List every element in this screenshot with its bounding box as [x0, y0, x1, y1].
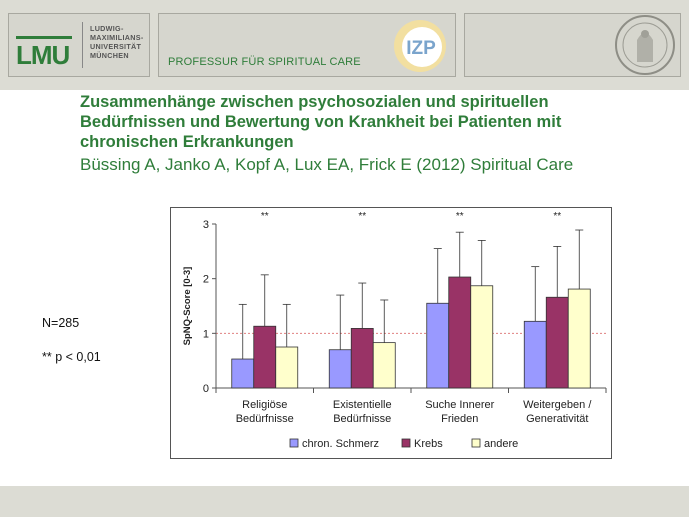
- bar-2-2: [470, 285, 494, 389]
- legend-swatch-1: [401, 438, 411, 448]
- y-tick-label: 2: [203, 274, 209, 286]
- bar-0-3: [523, 320, 547, 389]
- legend-swatch-0: [289, 438, 299, 448]
- izp-logo: IZP: [394, 20, 446, 72]
- y-tick-label: 0: [203, 383, 209, 395]
- bar-0-0: [231, 358, 255, 389]
- significance-note: ** p < 0,01: [42, 350, 101, 364]
- bar-1-2: [448, 276, 472, 389]
- bar-0-2: [426, 302, 450, 389]
- legend-label-1: Krebs: [414, 438, 443, 450]
- citation: Büssing A, Janko A, Kopf A, Lux EA, Fric…: [80, 155, 574, 174]
- y-tick-label: 1: [203, 328, 209, 340]
- logo-divider: [82, 22, 83, 68]
- seal-inner-ring: [622, 22, 668, 68]
- bar-1-0: [253, 325, 277, 389]
- category-label-line1: Suche Innerer: [425, 399, 494, 411]
- y-tick-label: 3: [203, 219, 209, 231]
- slide-title: Zusammenhänge zwischen psychosozialen un…: [80, 93, 562, 151]
- izp-logo-text: IZP: [406, 38, 436, 59]
- category-label-line2: Generativität: [526, 413, 588, 425]
- category-label-line2: Frieden: [441, 413, 478, 425]
- bar-2-1: [372, 342, 396, 389]
- university-seal: [615, 15, 675, 75]
- lmu-logo-bar: [16, 36, 72, 39]
- significance-marker: **: [553, 211, 561, 222]
- seal-figure-head: [641, 30, 649, 38]
- category-label-line1: Weitergeben /: [523, 399, 592, 411]
- lmu-logo-text: LMU: [16, 40, 70, 70]
- seal-figure: [637, 33, 653, 62]
- footer-band: [0, 486, 689, 517]
- lmu-logo: [8, 13, 150, 77]
- bar-2-3: [567, 288, 591, 389]
- bar-0-1: [328, 349, 352, 389]
- category-label-line1: Existentielle: [333, 399, 392, 411]
- legend-label-0: chron. Schmerz: [302, 438, 379, 450]
- bar-1-1: [350, 328, 374, 389]
- university-name: LUDWIG- MAXIMILIANS- UNIVERSITÄT MÜNCHEN: [90, 24, 144, 60]
- seal-outer-ring: [615, 15, 675, 75]
- category-label-line2: Bedürfnisse: [236, 413, 294, 425]
- izp-logo-center: [402, 27, 442, 67]
- bar-chart: 0 1 2 3 SpNQ-Score [0-3] ** Religiöse Bedürfnis…: [182, 211, 607, 450]
- significance-marker: **: [456, 211, 464, 222]
- category-label-line1: Religiöse: [242, 399, 287, 411]
- y-axis-label: SpNQ-Score [0-3]: [182, 267, 193, 346]
- category-label-line2: Bedürfnisse: [333, 413, 391, 425]
- bar-1-3: [545, 296, 569, 389]
- sample-size: N=285: [42, 316, 80, 330]
- significance-marker: **: [358, 211, 366, 222]
- legend-label-2: andere: [484, 438, 518, 450]
- bar-2-0: [275, 346, 299, 389]
- department-label: PROFESSUR FÜR SPIRITUAL CARE: [168, 56, 361, 68]
- significance-marker: **: [261, 211, 269, 222]
- legend-swatch-2: [471, 438, 481, 448]
